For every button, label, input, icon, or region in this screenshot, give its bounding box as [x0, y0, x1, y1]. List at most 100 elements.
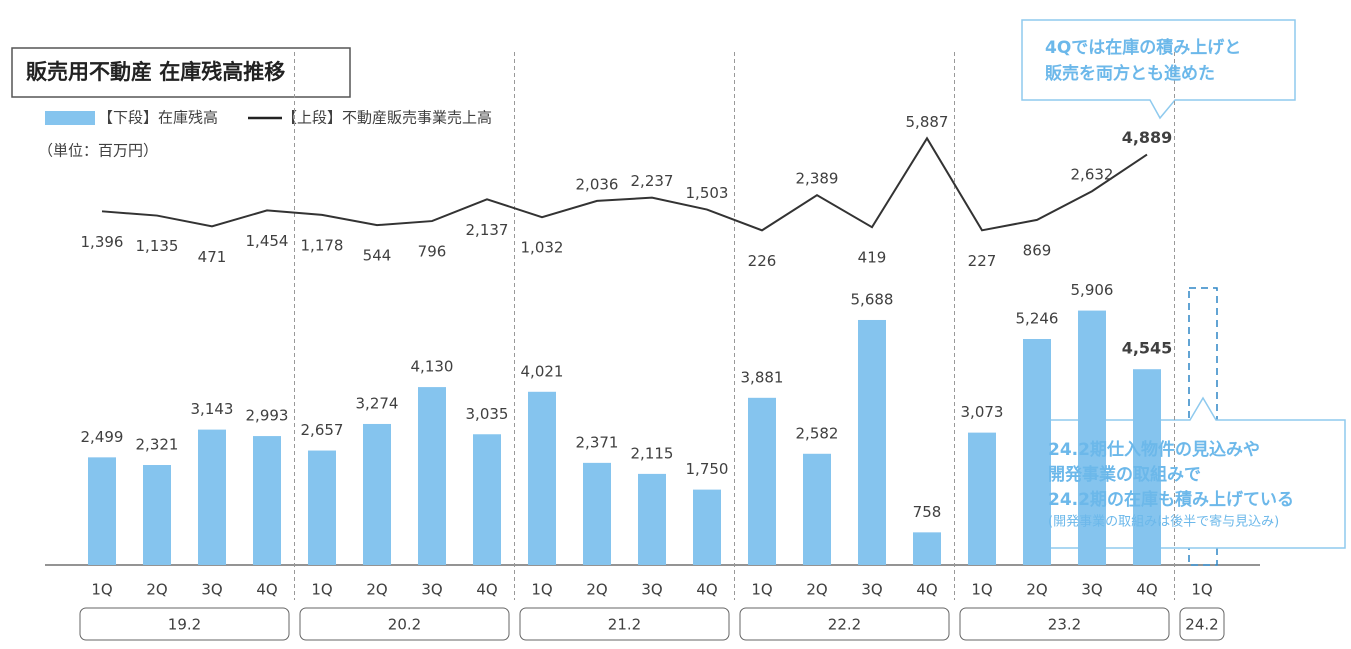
bar: [143, 465, 171, 565]
bar-label: 5,246: [1016, 310, 1059, 328]
group-label: 23.2: [1048, 616, 1081, 634]
line-label: 226: [748, 252, 777, 270]
bar: [528, 391, 556, 565]
bar: [198, 429, 226, 565]
bar-label: 5,688: [851, 290, 894, 308]
line-label: 471: [198, 248, 227, 266]
bar-label: 2,582: [796, 424, 839, 442]
line-label: 1,178: [301, 236, 344, 254]
bar-label: 2,115: [631, 444, 674, 462]
bar-label: 3,881: [741, 368, 784, 386]
line-label: 544: [363, 247, 392, 265]
line-label: 1,032: [521, 239, 564, 257]
line-label: 1,396: [81, 233, 124, 251]
bar: [693, 489, 721, 565]
bar-label: 3,035: [466, 405, 509, 423]
group-box: [299, 607, 510, 641]
x-tick-label: 1Q: [971, 581, 992, 599]
group-label: 24.2: [1185, 616, 1218, 634]
bar-label: 2,371: [576, 433, 619, 451]
line-label: 419: [858, 249, 887, 267]
line-label: 1,135: [136, 237, 179, 255]
bar: [968, 432, 996, 565]
line-label: 2,137: [466, 221, 509, 239]
bar-label: 2,657: [301, 421, 344, 439]
line-label: 5,887: [906, 113, 949, 131]
bar-label: 2,993: [246, 407, 289, 425]
x-tick-label: 2Q: [806, 581, 827, 599]
group-box: [519, 607, 730, 641]
line-label: 4,889: [1122, 128, 1173, 147]
bar: [1078, 310, 1106, 565]
bar-label: 5,906: [1071, 281, 1114, 299]
bar-label: 4,021: [521, 362, 564, 380]
bar: [418, 387, 446, 565]
bar: [803, 453, 831, 565]
line: [101, 136, 1148, 232]
group-box: [79, 607, 290, 641]
bar: [308, 450, 336, 565]
x-tick-label: 4Q: [916, 581, 937, 599]
x-tick-label: 1Q: [1191, 581, 1212, 599]
bar: [638, 473, 666, 565]
x-tick-label: 4Q: [696, 581, 717, 599]
bar: [253, 436, 281, 565]
bar: [583, 462, 611, 565]
group-label: 19.2: [168, 616, 201, 634]
x-tick-label: 4Q: [256, 581, 277, 599]
bar: [363, 423, 391, 565]
unit-label: （単位：百万円）: [38, 142, 158, 160]
line-label: 796: [418, 243, 447, 261]
group-box: [739, 607, 950, 641]
bar-label: 4,130: [411, 358, 454, 376]
bar-label: 2,499: [81, 428, 124, 446]
x-tick-label: 3Q: [201, 581, 222, 599]
group-label: 20.2: [388, 616, 421, 634]
legend-label: 【下段】在庫残高: [98, 109, 218, 127]
x-tick-label: 3Q: [1081, 581, 1102, 599]
x-tick-label: 2Q: [1026, 581, 1047, 599]
x-tick-label: 3Q: [421, 581, 442, 599]
line-label: 2,237: [631, 172, 674, 190]
x-tick-label: 2Q: [366, 581, 387, 599]
line-label: 1,454: [246, 232, 289, 250]
title-box: [11, 47, 351, 98]
line-label: 2,632: [1071, 166, 1114, 184]
bar-label: 3,143: [191, 400, 234, 418]
legend-swatch: [45, 111, 95, 125]
line-label: 2,389: [796, 170, 839, 188]
x-tick-label: 1Q: [531, 581, 552, 599]
bar: [748, 397, 776, 565]
x-tick-label: 4Q: [476, 581, 497, 599]
bar: [1133, 369, 1161, 565]
x-tick-label: 1Q: [91, 581, 112, 599]
bar-label: 3,073: [961, 403, 1004, 421]
bar: [473, 434, 501, 565]
line-label: 1,503: [686, 184, 729, 202]
group-box: [959, 607, 1170, 641]
bar: [1023, 339, 1051, 565]
x-tick-label: 1Q: [751, 581, 772, 599]
x-tick-label: 3Q: [861, 581, 882, 599]
group-box: [1179, 607, 1225, 641]
x-tick-label: 1Q: [311, 581, 332, 599]
line-label: 869: [1023, 241, 1052, 259]
bar-label: 2,321: [136, 436, 179, 454]
bar: [913, 532, 941, 565]
bar-label: 3,274: [356, 394, 399, 412]
bar-label: 758: [913, 503, 942, 521]
annotation: (開発事業の取組みは後半で寄与見込み): [1048, 514, 1279, 530]
group-label: 21.2: [608, 616, 641, 634]
annotation: 24.2期仕入物件の見込みや: [1048, 439, 1260, 460]
line-label: 227: [968, 252, 997, 270]
callout: [1021, 19, 1296, 120]
annotation: 4Qでは在庫の積み上げと: [1045, 37, 1241, 58]
annotation: 開発事業の取組みで: [1048, 464, 1201, 485]
group-label: 22.2: [828, 616, 861, 634]
bar-label: 4,545: [1122, 339, 1173, 358]
x-tick-label: 2Q: [146, 581, 167, 599]
x-tick-label: 2Q: [586, 581, 607, 599]
chart-title: 販売用不動産 在庫残高推移: [26, 60, 285, 84]
legend-label: 【上段】不動産販売事業売上高: [282, 109, 492, 127]
